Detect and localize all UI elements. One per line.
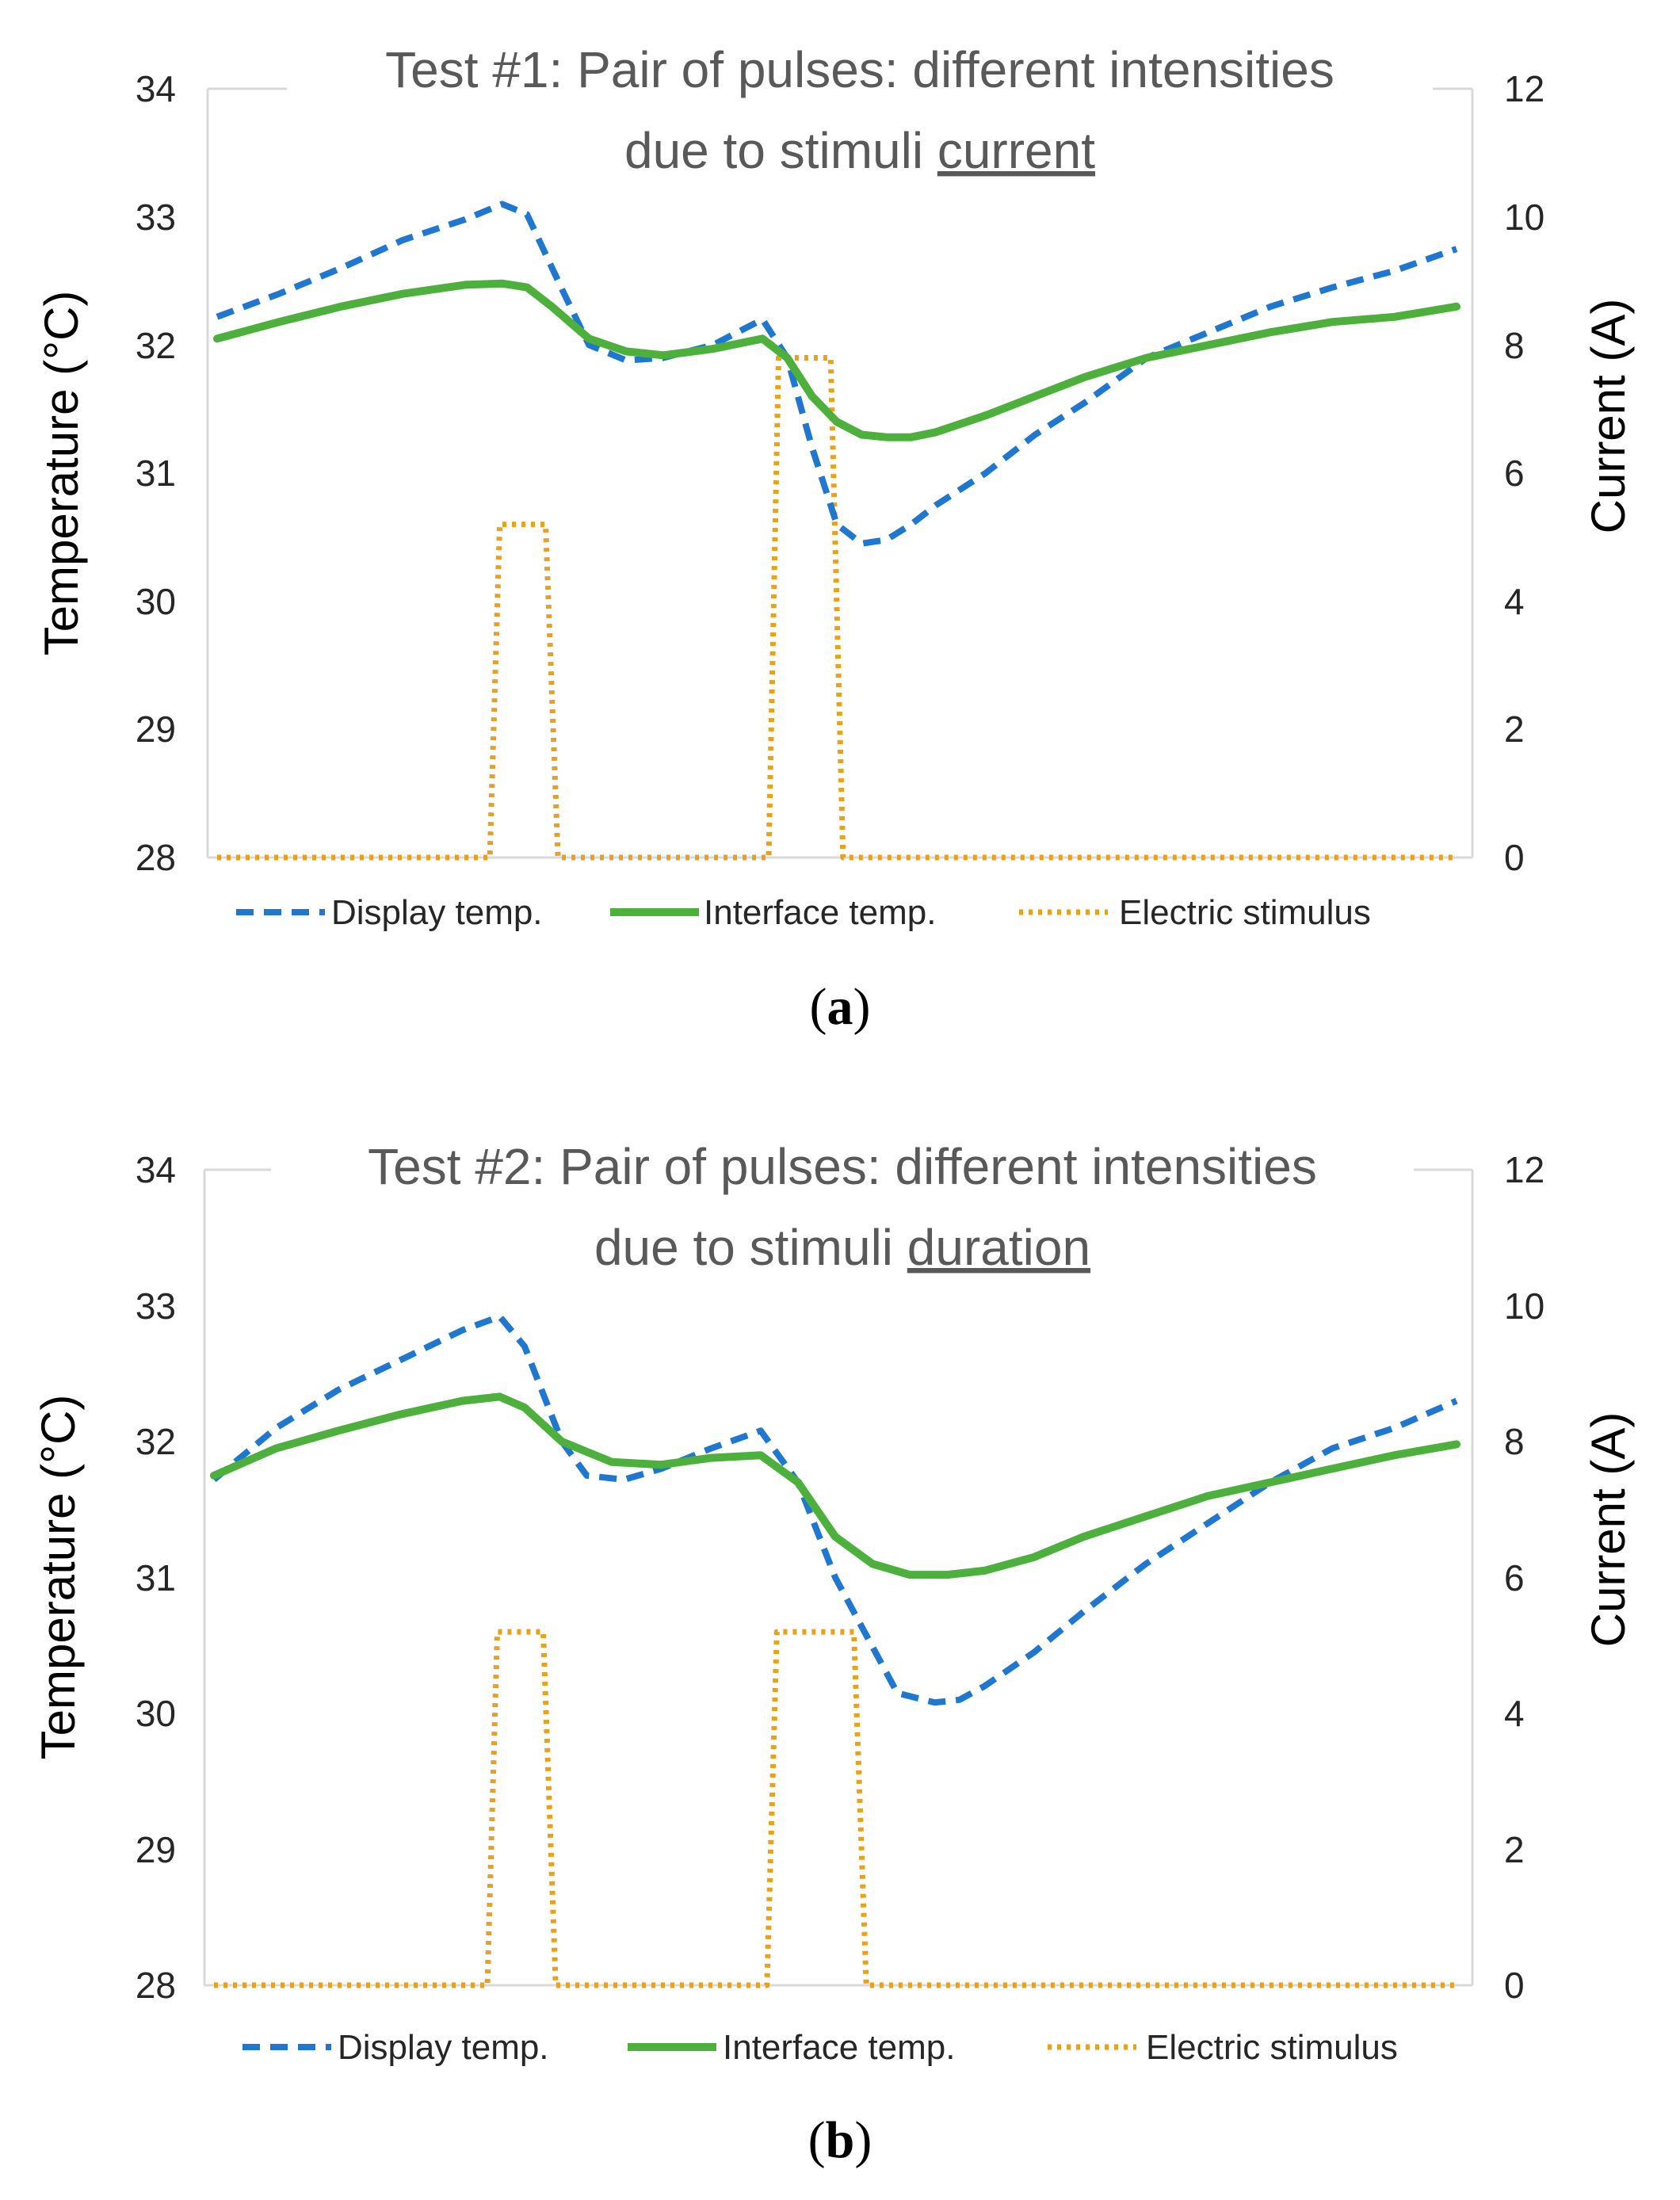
right-ticks-a: 0 2 4 6 8 10 12 (1504, 68, 1544, 878)
right-tick-label: 10 (1504, 197, 1544, 238)
left-tick-label: 28 (136, 837, 176, 878)
legend-label-electric-stimulus: Electric stimulus (1119, 893, 1371, 932)
series-line-electric-stimulus (214, 1629, 1457, 1988)
y-axis-title-left: Temperature (°C) (32, 1395, 85, 1760)
chart-title-line2-emphasis: current (937, 122, 1095, 179)
chart-title-line2-prefix: due to stimuli (594, 1219, 907, 1276)
chart-title-line1: Test #2: Pair of pulses: different inten… (368, 1138, 1317, 1195)
left-tick-label: 28 (136, 1965, 176, 2006)
series-line-interface-temp (213, 279, 1460, 441)
series-line-display-temp (216, 201, 1458, 547)
left-tick-label: 30 (136, 1693, 176, 1734)
right-tick-label: 6 (1504, 1557, 1525, 1598)
legend-label-display-temp: Display temp. (331, 893, 543, 932)
legend-label-display-temp: Display temp. (338, 2028, 549, 2067)
chart-title-line2: due to stimuli duration (594, 1219, 1090, 1276)
panel-label-b: (b) (808, 2111, 872, 2169)
right-ticks-b: 0 2 4 6 8 10 12 (1504, 1149, 1544, 2006)
chart-title-line2: due to stimuli current (624, 122, 1095, 179)
right-tick-label: 4 (1504, 581, 1525, 622)
series-line-electric-stimulus (217, 355, 1457, 861)
title-background (287, 48, 1433, 182)
left-tick-label: 29 (136, 1829, 176, 1870)
chart-panel-b: 28 29 30 31 32 33 34 0 2 4 6 8 10 12 Tem… (32, 1129, 1635, 2169)
left-ticks-b: 28 29 30 31 32 33 34 (136, 1149, 176, 2006)
legend-label-interface-temp: Interface temp. (704, 893, 936, 932)
left-tick-label: 34 (136, 1149, 176, 1190)
left-tick-label: 33 (136, 1285, 176, 1327)
panel-letter-a: a (827, 978, 853, 1036)
panel-label-a: (a) (810, 978, 871, 1036)
right-tick-label: 10 (1504, 1285, 1544, 1327)
legend-a: Display temp. Interface temp. Electric s… (236, 893, 1371, 932)
legend-label-interface-temp: Interface temp. (723, 2028, 955, 2067)
left-tick-label: 32 (136, 325, 176, 366)
right-tick-label: 2 (1504, 709, 1525, 750)
left-tick-label: 30 (136, 581, 176, 622)
chart-title-line2-prefix: due to stimuli (624, 122, 937, 179)
y-axis-title-right: Current (A) (1582, 1412, 1635, 1648)
y-axis-title-left: Temperature (°C) (35, 291, 88, 656)
right-tick-label: 8 (1504, 325, 1525, 366)
plot-a (213, 201, 1460, 861)
right-tick-label: 8 (1504, 1421, 1525, 1462)
legend-b: Display temp. Interface temp. Electric s… (242, 2028, 1398, 2067)
right-tick-label: 2 (1504, 1829, 1525, 1870)
chart-panel-a: 28 29 30 31 32 33 34 0 2 4 6 8 10 12 Tem… (35, 41, 1635, 1036)
right-tick-label: 12 (1504, 1149, 1544, 1190)
plot-b (210, 1313, 1460, 1988)
chart-title-line2-emphasis: duration (907, 1219, 1090, 1276)
legend-label-electric-stimulus: Electric stimulus (1146, 2028, 1398, 2067)
left-ticks-a: 28 29 30 31 32 33 34 (136, 68, 176, 878)
left-tick-label: 29 (136, 709, 176, 750)
left-tick-label: 31 (136, 453, 176, 494)
series-line-interface-temp (210, 1392, 1460, 1579)
right-tick-label: 6 (1504, 453, 1525, 494)
panel-letter-b: b (826, 2111, 855, 2169)
y-axis-title-right: Current (A) (1582, 299, 1635, 534)
title-background (271, 1129, 1414, 1263)
left-tick-label: 32 (136, 1421, 176, 1462)
left-tick-label: 31 (136, 1557, 176, 1598)
left-tick-label: 33 (136, 197, 176, 238)
left-tick-label: 34 (136, 68, 176, 109)
chart-title-line1: Test #1: Pair of pulses: different inten… (385, 41, 1334, 98)
right-tick-label: 0 (1504, 837, 1525, 878)
right-tick-label: 4 (1504, 1693, 1525, 1734)
series-line-display-temp (212, 1313, 1458, 1706)
right-tick-label: 0 (1504, 1965, 1525, 2006)
right-tick-label: 12 (1504, 68, 1544, 109)
